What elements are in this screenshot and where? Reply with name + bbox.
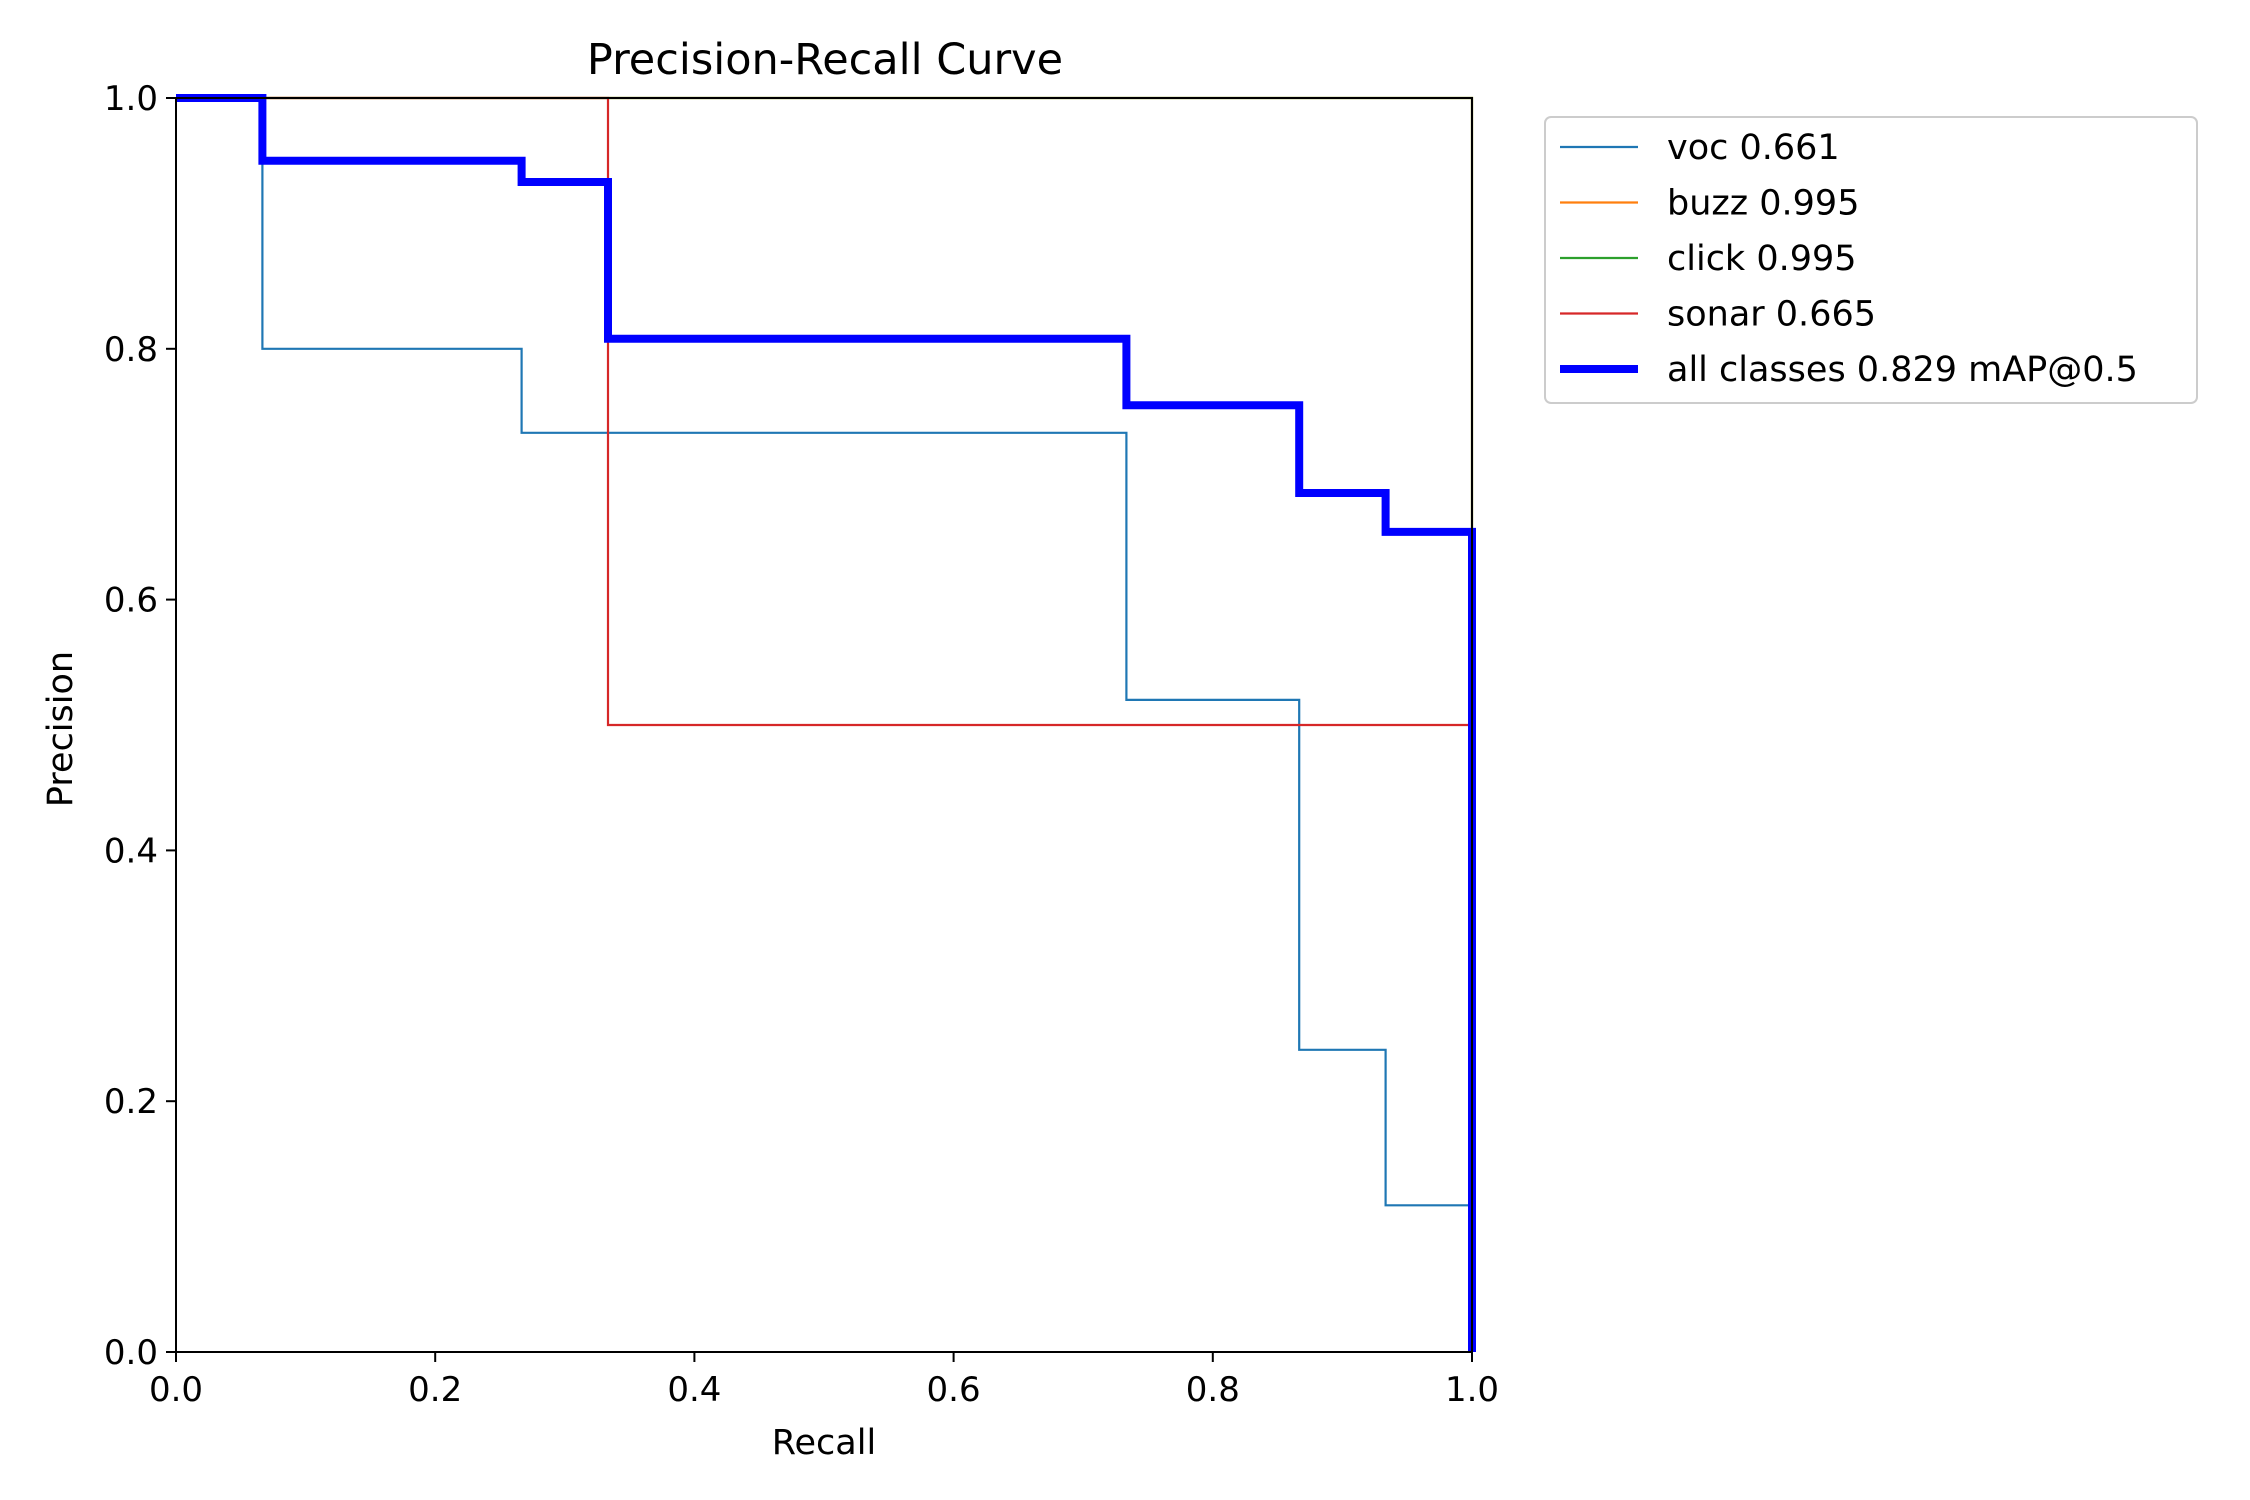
legend-entries: voc 0.661 buzz 0.995 click 0.995 sonar 0.66… — [1560, 128, 2138, 390]
legend-box — [1544, 116, 2198, 404]
x-tick-label: 0.6 — [927, 1370, 981, 1410]
legend-label-all-classes: all classes 0.829 mAP@0.5 — [1667, 350, 2138, 390]
y-axis-label: Precision — [41, 651, 81, 807]
y-tick-label: 1.0 — [104, 79, 158, 119]
legend-label-sonar: sonar 0.665 — [1667, 295, 1876, 335]
series-line-voc — [176, 96, 1474, 1352]
y-tick-label: 0.6 — [104, 581, 158, 621]
plot-frame — [175, 97, 1473, 1353]
x-tick-label: 0.4 — [667, 1370, 721, 1410]
x-tick-label: 0.0 — [149, 1370, 203, 1410]
x-axis-label: Recall — [772, 1423, 876, 1463]
y-tick-label: 0.4 — [104, 831, 158, 871]
legend-label-voc: voc 0.661 — [1667, 128, 1840, 168]
y-axis-ticks: 0.0 0.2 0.4 0.6 0.8 1.0 — [104, 79, 176, 1373]
x-tick-label: 1.0 — [1445, 1370, 1499, 1410]
y-tick-label: 0.8 — [104, 330, 158, 370]
y-tick-label: 0.0 — [104, 1333, 158, 1373]
chart-title: Precision-Recall Curve — [587, 35, 1063, 85]
plot-area — [175, 94, 1476, 1353]
x-tick-label: 0.8 — [1186, 1370, 1240, 1410]
legend-label-buzz: buzz 0.995 — [1667, 184, 1859, 224]
series-line-all-classes — [176, 94, 1476, 1352]
legend-label-click: click 0.995 — [1667, 239, 1857, 279]
y-tick-label: 0.2 — [104, 1082, 158, 1122]
x-axis-ticks: 0.0 0.2 0.4 0.6 0.8 1.0 — [149, 1352, 1499, 1410]
legend: voc 0.661 buzz 0.995 click 0.995 sonar 0.66… — [1544, 116, 2198, 404]
x-tick-label: 0.2 — [408, 1370, 462, 1410]
